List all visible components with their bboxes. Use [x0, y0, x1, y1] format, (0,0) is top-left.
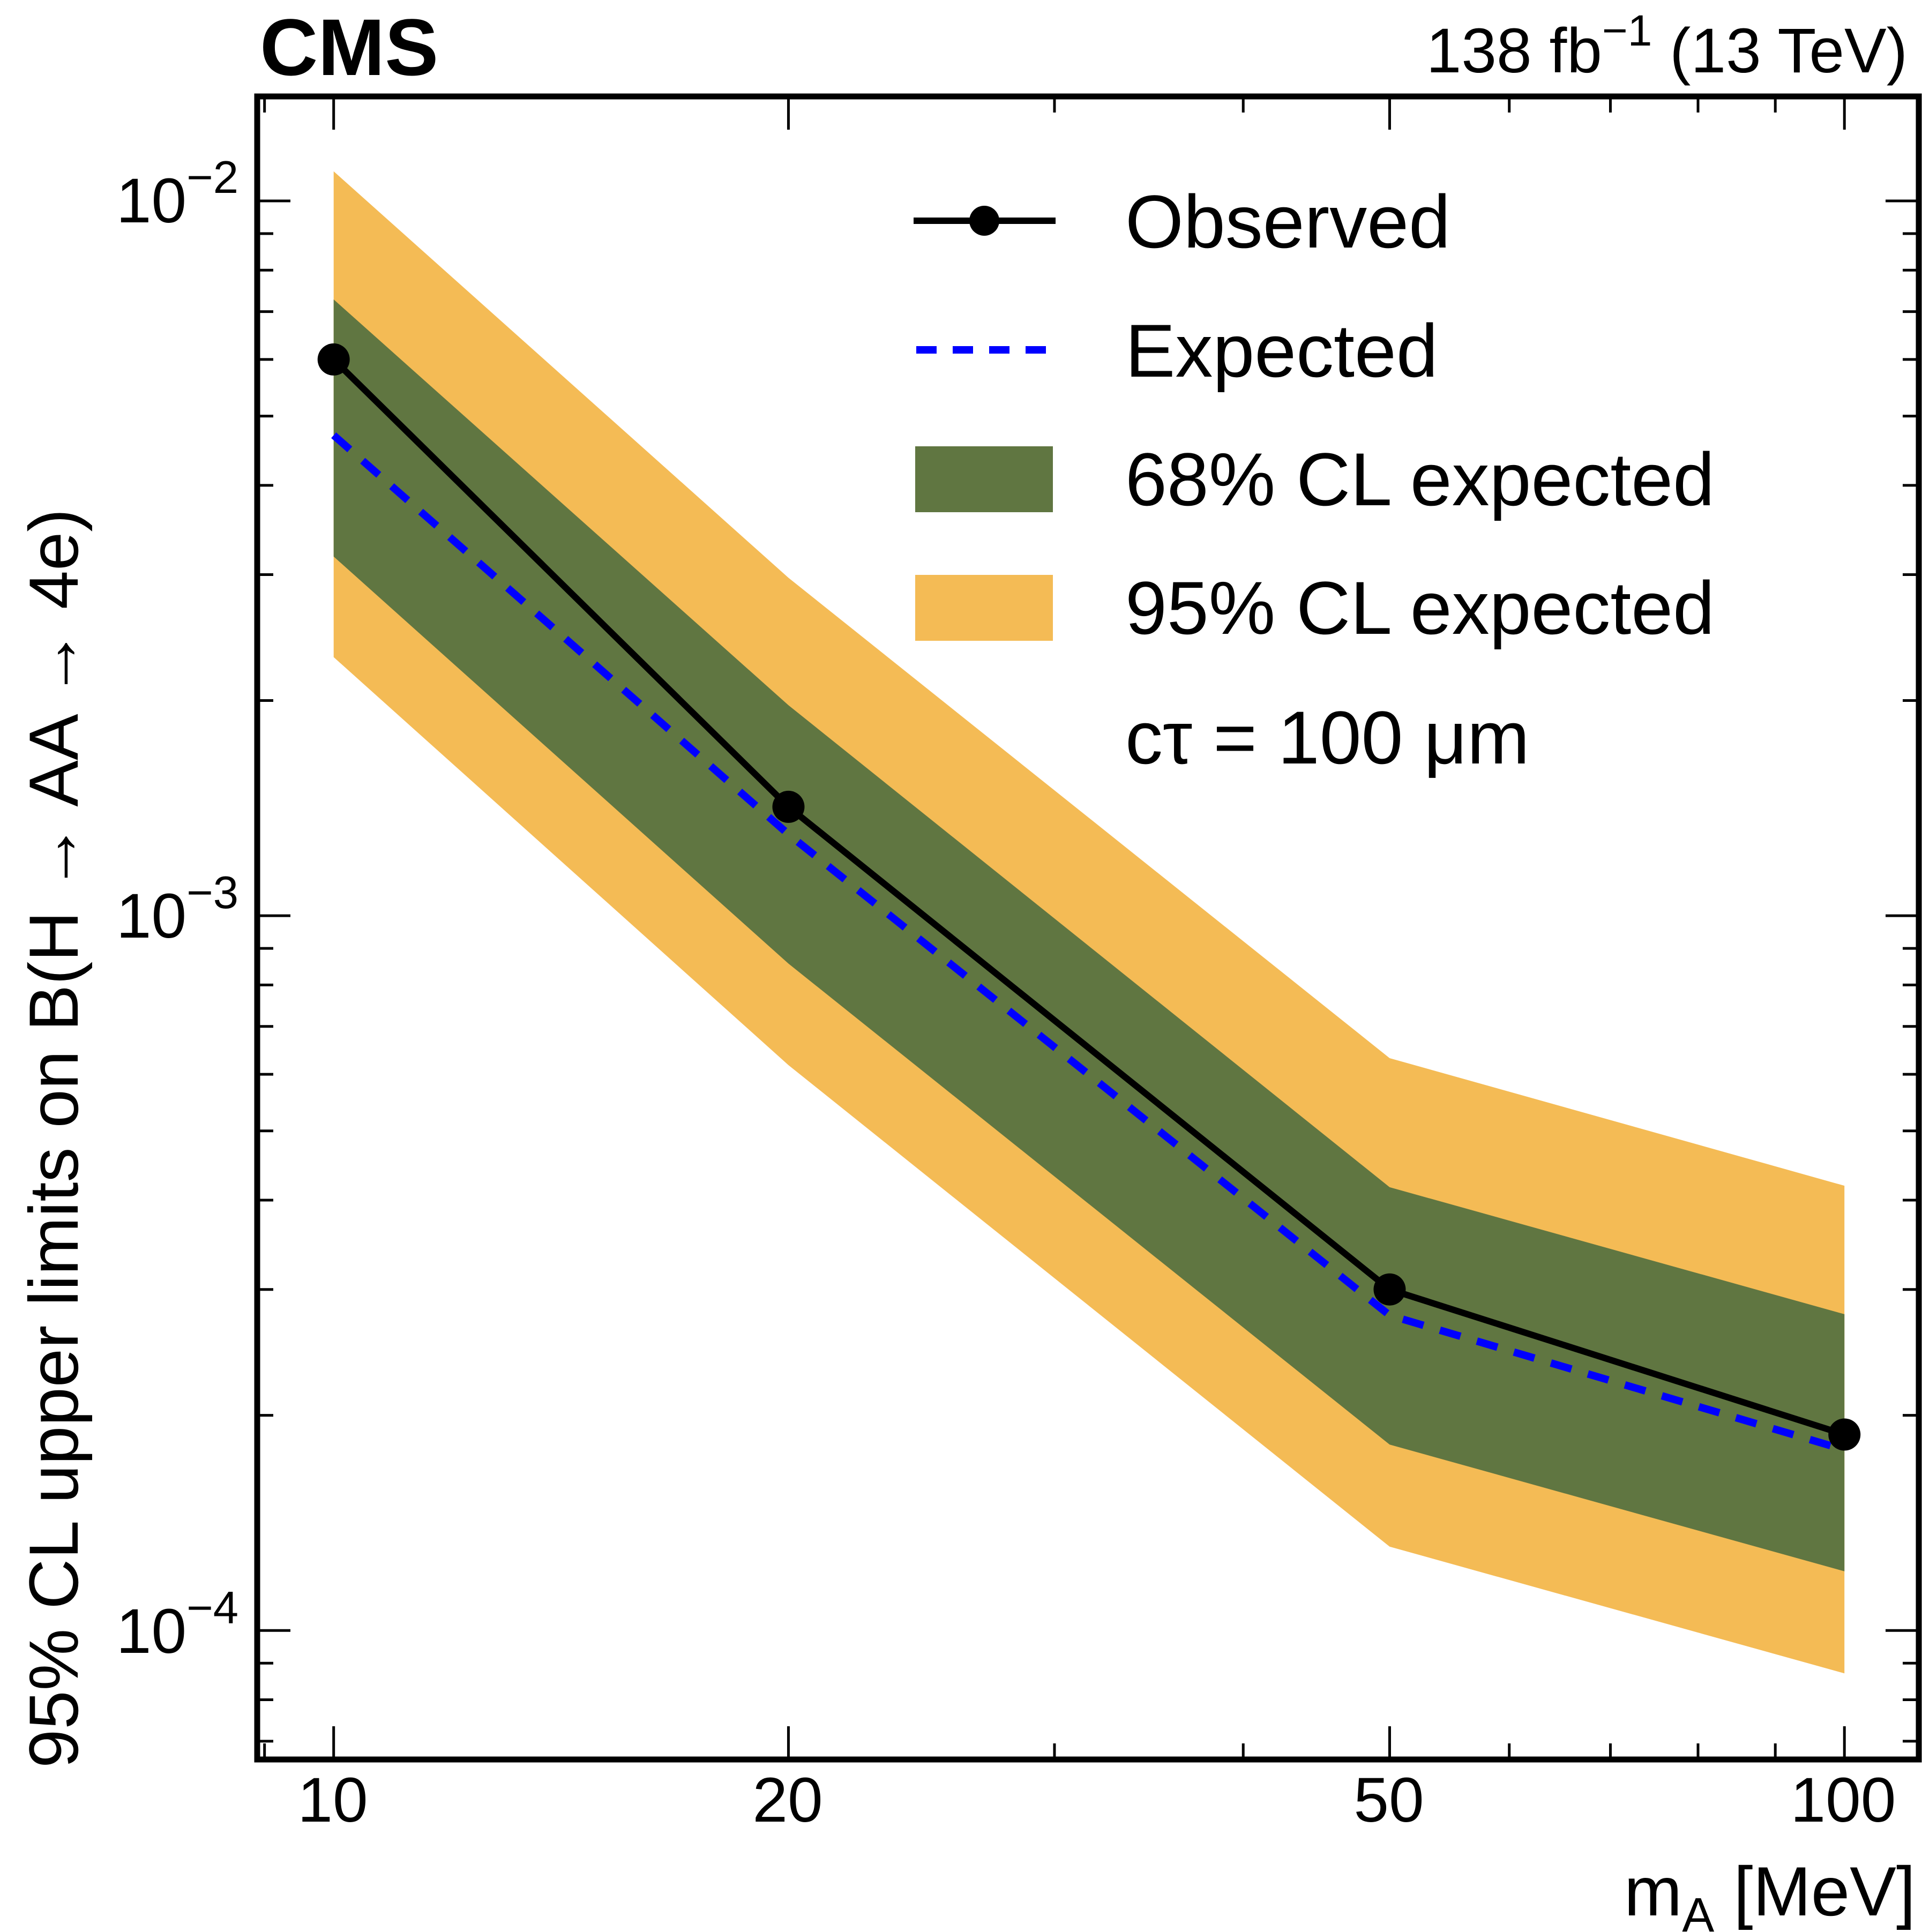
legend-68-box: [915, 446, 1053, 512]
observed-point: [1373, 1273, 1406, 1306]
observed-line: [331, 357, 1846, 1438]
axis-ticks: [257, 96, 1919, 1759]
x-tick-label-50: 50: [1353, 1765, 1424, 1836]
x-axis-label: mA [MeV]: [1624, 1852, 1916, 1932]
band-68-cl-expected: [333, 299, 1845, 1571]
axes-frame: [254, 93, 1922, 1763]
y-tick-label-1e-2: 10−2: [116, 152, 238, 236]
lines-layer: [317, 343, 1861, 1454]
x-tick-label-10: 10: [297, 1765, 368, 1836]
plot-frame: [254, 93, 1922, 1763]
energy-value: (13 TeV): [1670, 16, 1908, 86]
x-tick-label-100: 100: [1791, 1765, 1896, 1836]
y-tick-label-1e-3: 10−3: [116, 867, 238, 952]
observed-point: [317, 343, 350, 376]
bands-layer: [333, 171, 1845, 1674]
luminosity-label: 138 fb−1 (13 TeV): [1426, 6, 1908, 86]
y-axis-label: 95% CL upper limits on B(H → AA → 4e): [14, 508, 93, 1768]
legend-label-68: 68% CL expected: [1125, 437, 1715, 521]
legend-label-observed: Observed: [1125, 179, 1450, 264]
legend-95-box: [915, 575, 1053, 641]
y-tick-label-1e-4: 10−4: [116, 1583, 238, 1667]
observed-point: [772, 790, 805, 823]
luminosity-value: 138 fb: [1426, 16, 1602, 86]
observed-point: [1828, 1418, 1861, 1451]
legend-label-expected: Expected: [1125, 309, 1438, 393]
legend-label-95: 95% CL expected: [1125, 566, 1715, 650]
luminosity-exponent: −1: [1602, 6, 1652, 55]
legend: Observed Expected 68% CL expected 95% CL…: [914, 179, 1715, 780]
legend-observed-marker: [969, 206, 999, 236]
x-tick-label-20: 20: [752, 1765, 822, 1836]
annotation-ctau: cτ = 100 μm: [1125, 695, 1530, 780]
experiment-label: CMS: [260, 2, 438, 92]
